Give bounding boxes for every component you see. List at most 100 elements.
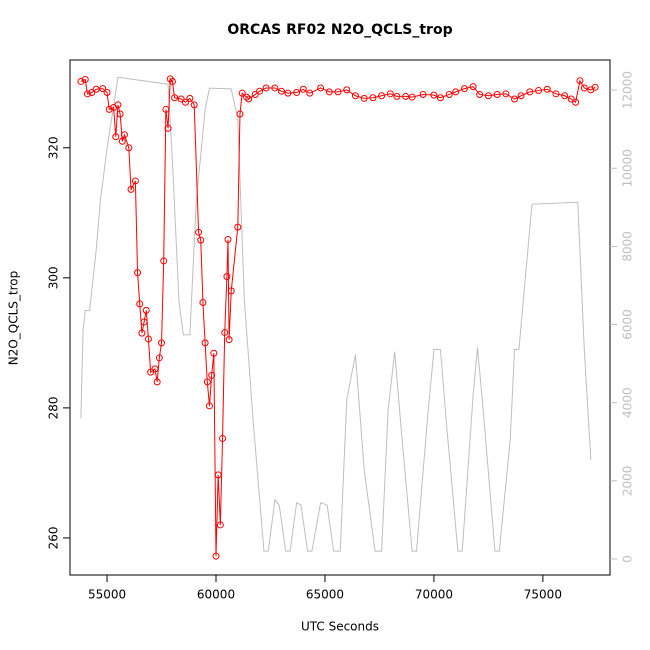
point [502, 90, 510, 98]
point [114, 101, 122, 109]
point [116, 110, 124, 118]
point [402, 92, 410, 100]
point [386, 90, 394, 98]
point [445, 90, 453, 98]
point [199, 299, 207, 307]
point [430, 91, 438, 99]
series-line [80, 76, 592, 552]
point [197, 236, 205, 244]
point [561, 92, 569, 100]
y2-tick-label: 12000 [621, 71, 635, 109]
y-tick-label: 280 [47, 396, 61, 419]
point [535, 87, 543, 95]
y-tick-label: 300 [47, 266, 61, 289]
point [460, 85, 468, 93]
point [543, 85, 551, 93]
point [476, 90, 484, 98]
point [271, 84, 279, 92]
x-tick-label: 65000 [306, 588, 344, 602]
point [334, 88, 342, 96]
point [131, 177, 139, 185]
y2-tick-label: 4000 [621, 387, 635, 418]
point [214, 471, 222, 479]
point [171, 94, 179, 102]
x-axis-label: UTC Seconds [301, 620, 379, 634]
point [158, 339, 166, 347]
point [284, 89, 292, 97]
point [552, 90, 560, 98]
point [591, 83, 599, 91]
point [277, 87, 285, 95]
point [201, 339, 209, 347]
point [151, 365, 159, 373]
point [351, 92, 359, 100]
y-tick-label: 320 [47, 136, 61, 159]
series-line [80, 77, 596, 557]
point [511, 95, 519, 103]
x-tick-label: 55000 [88, 588, 126, 602]
y2-tick-label: 8000 [621, 231, 635, 262]
point [164, 124, 172, 132]
point [105, 105, 113, 113]
point [203, 378, 211, 386]
point [190, 101, 198, 109]
point [153, 378, 161, 386]
y2-tick-label: 2000 [621, 466, 635, 497]
point [160, 257, 168, 265]
point [293, 89, 301, 97]
point [223, 273, 231, 281]
point [103, 89, 111, 97]
chart-title: ORCAS RF02 N2O_QCLS_trop [227, 22, 452, 38]
point [580, 84, 588, 92]
point [77, 77, 85, 85]
point [120, 131, 128, 139]
point [195, 228, 203, 236]
point [378, 92, 386, 100]
point [162, 105, 170, 113]
x-tick-label: 70000 [415, 588, 453, 602]
point [369, 94, 377, 102]
point [155, 354, 163, 362]
point [140, 318, 148, 326]
y-tick-label: 260 [47, 526, 61, 549]
point [134, 269, 142, 277]
point [224, 235, 232, 243]
point [144, 335, 152, 343]
point [245, 95, 253, 103]
point [112, 133, 120, 141]
point [138, 329, 146, 337]
point [493, 90, 501, 98]
point [227, 287, 235, 295]
point [177, 95, 185, 103]
point [256, 87, 264, 95]
point [81, 76, 89, 84]
point [572, 98, 580, 106]
point [567, 95, 575, 103]
point [181, 98, 189, 106]
point [125, 144, 133, 152]
point [219, 434, 227, 442]
point [221, 328, 229, 336]
point [208, 371, 216, 379]
point [484, 92, 492, 100]
point [393, 92, 401, 100]
point [469, 83, 477, 91]
point [262, 84, 270, 92]
point [419, 90, 427, 98]
point [88, 89, 96, 97]
point [136, 300, 144, 308]
point [118, 137, 126, 145]
point [225, 336, 233, 344]
point [205, 402, 213, 410]
point [127, 185, 135, 193]
point [306, 89, 314, 97]
point [238, 89, 246, 97]
point [216, 521, 224, 529]
point [299, 85, 307, 93]
point [234, 223, 242, 231]
y2-tick-label: 0 [621, 555, 635, 563]
plot-box [69, 59, 611, 576]
point [99, 85, 107, 93]
point [343, 86, 351, 94]
